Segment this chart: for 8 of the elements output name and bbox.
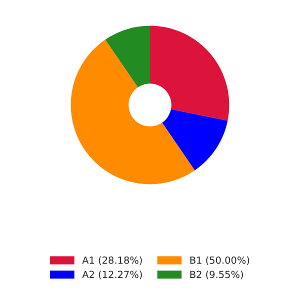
donut-slice [105, 26, 150, 88]
donut-slice [70, 40, 195, 184]
legend-label: A1 (28.18%) [82, 256, 142, 265]
legend-label: A2 (12.27%) [82, 270, 142, 280]
donut-slice [150, 26, 230, 121]
donut-slice [162, 109, 228, 170]
legend-label: B1 (50.00%) [190, 256, 250, 265]
legend-label: B2 (9.55%) [190, 270, 243, 280]
